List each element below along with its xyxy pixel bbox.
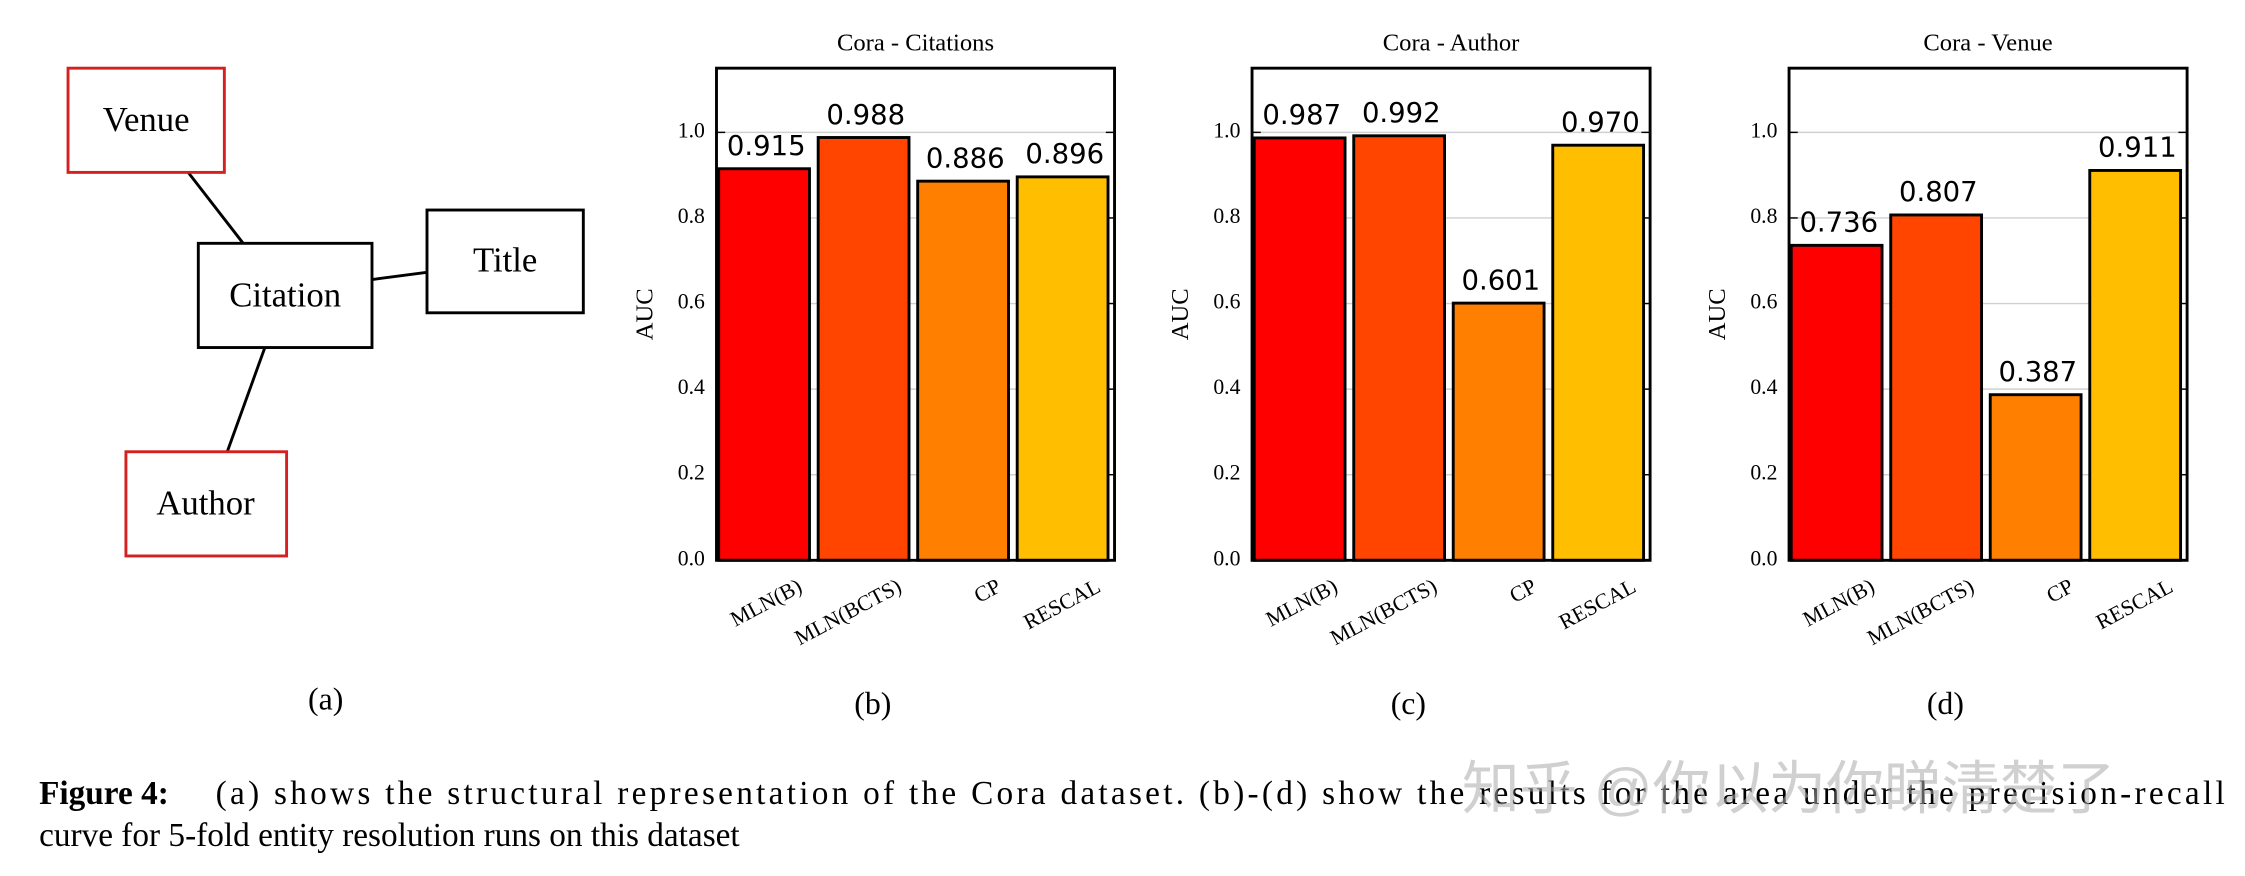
subfigure-label: (b) — [854, 686, 891, 721]
node-label: Title — [473, 241, 537, 280]
edge — [371, 270, 428, 281]
y-axis-label: AUC — [1167, 288, 1194, 340]
chart: 0.0 0.2 0.4 0.6 0.8 1.0 0.736 MLN(B) 0.807 MLN(BC… — [1704, 30, 2189, 650]
value-label: 0.911 — [2098, 132, 2177, 164]
chart: 0.0 0.2 0.4 0.6 0.8 1.0 0.915 MLN(B) 0.988 MLN(BC… — [632, 30, 1116, 650]
value-label: 0.988 — [826, 99, 905, 131]
value-label: 0.736 — [1799, 207, 1878, 239]
value-label: 0.387 — [1998, 356, 2077, 388]
value-label: 0.970 — [1561, 106, 1640, 138]
value-label: 0.896 — [1025, 138, 1104, 170]
y-tick-label: 0.6 — [1213, 290, 1240, 314]
y-tick-label: 0.4 — [1750, 375, 1777, 399]
value-label: 0.807 — [1899, 176, 1978, 208]
value-label: 0.915 — [727, 130, 806, 162]
node-label: Citation — [229, 275, 341, 314]
x-tick-label: MLN(B) — [1799, 574, 1878, 631]
y-tick-label: 0.8 — [1213, 204, 1240, 228]
y-axis-label: AUC — [1704, 288, 1731, 340]
bar — [1015, 175, 1110, 562]
bar — [1988, 393, 2083, 562]
plot-frame — [715, 66, 1116, 562]
plot-frame — [1787, 66, 2189, 562]
bar — [1352, 134, 1447, 562]
chart-title: Cora - Author — [1383, 30, 1520, 57]
caption-text: curve for 5-fold entity resolution runs … — [39, 817, 740, 854]
bar — [1252, 136, 1347, 562]
bar — [717, 167, 811, 562]
x-tick-label: RESCAL — [1555, 574, 1640, 634]
chart: 0.0 0.2 0.4 0.6 0.8 1.0 0.987 MLN(B) 0.992 MLN(BC… — [1167, 30, 1652, 650]
value-label: 0.992 — [1362, 97, 1441, 129]
value-label: 0.601 — [1461, 264, 1540, 296]
chart-title: Cora - Citations — [837, 30, 994, 57]
node-label: Venue — [103, 100, 190, 139]
bar — [1451, 301, 1546, 562]
y-tick-label: 0.6 — [1750, 290, 1777, 314]
y-axis-label: AUC — [632, 288, 659, 340]
subfigure-label: (a) — [308, 681, 343, 716]
x-tick-label: CP — [1506, 574, 1541, 608]
node-box — [196, 241, 374, 349]
bar — [1889, 213, 1984, 562]
y-tick-label: 0.2 — [1750, 461, 1777, 485]
y-tick-label: 0.2 — [678, 461, 705, 485]
edge — [187, 171, 245, 245]
y-tick-label: 0.2 — [1213, 461, 1240, 485]
y-tick-label: 1.0 — [678, 118, 705, 142]
chart-title: Cora - Venue — [1923, 30, 2052, 57]
plot-frame — [1250, 66, 1652, 562]
y-tick-label: 0.0 — [678, 546, 705, 570]
y-tick-label: 0.8 — [678, 204, 705, 228]
x-tick-label: MLN(B) — [1262, 574, 1341, 631]
y-tick-label: 0.6 — [678, 290, 705, 314]
bar — [916, 179, 1010, 562]
bar — [816, 136, 911, 562]
y-tick-label: 1.0 — [1750, 118, 1777, 142]
caption-label: Figure 4: — [39, 775, 169, 812]
node-box — [124, 450, 289, 558]
value-label: 0.987 — [1262, 99, 1341, 131]
y-tick-label: 0.0 — [1213, 546, 1240, 570]
edge — [225, 347, 267, 453]
bar — [1789, 243, 1884, 562]
x-tick-label: RESCAL — [2092, 574, 2177, 634]
x-tick-label: MLN(BCTS) — [1326, 574, 1441, 650]
node-box — [66, 66, 226, 174]
y-tick-label: 0.4 — [678, 375, 705, 399]
diagram: Venue Citation Title Author — [66, 66, 585, 558]
subfigure-label: (d) — [1927, 686, 1964, 721]
x-tick-label: MLN(B) — [726, 574, 805, 631]
node-box — [425, 208, 585, 315]
bar — [1551, 143, 1646, 562]
x-tick-label: RESCAL — [1020, 574, 1105, 634]
x-tick-label: MLN(BCTS) — [1863, 574, 1978, 650]
node-label: Author — [156, 484, 255, 523]
y-tick-label: 0.4 — [1213, 375, 1240, 399]
subfigure-label: (c) — [1391, 686, 1426, 721]
y-tick-label: 0.8 — [1750, 204, 1777, 228]
x-tick-label: MLN(BCTS) — [791, 574, 906, 650]
x-tick-label: CP — [970, 574, 1005, 608]
y-tick-label: 1.0 — [1213, 118, 1240, 142]
value-label: 0.886 — [926, 142, 1005, 174]
x-tick-label: CP — [2043, 574, 2078, 608]
caption-text: (a) shows the structural representation … — [216, 775, 2225, 812]
bar — [2088, 169, 2183, 562]
y-tick-label: 0.0 — [1750, 546, 1777, 570]
watermark: 知乎 @你以为你睇清楚了 — [1462, 758, 2116, 822]
